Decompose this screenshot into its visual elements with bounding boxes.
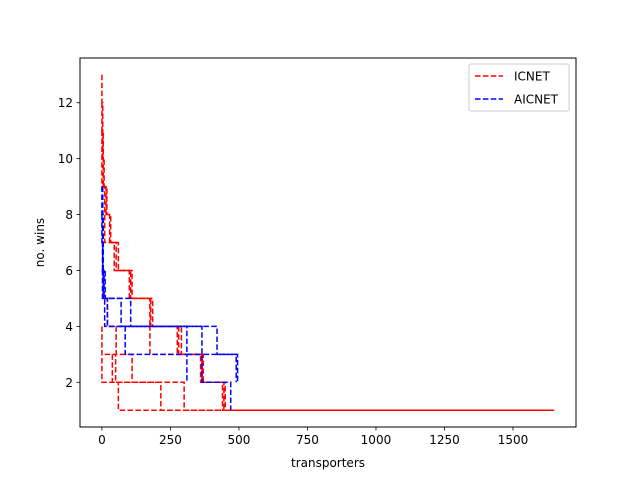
series-icnet-line-3 bbox=[101, 326, 555, 411]
x-axis-ticks: 0 250 500 750 1000 1250 1500 bbox=[98, 427, 528, 447]
series-layer bbox=[101, 74, 555, 411]
y-tick-label: 6 bbox=[65, 264, 73, 278]
series-aicnet-line-2 bbox=[101, 186, 239, 383]
legend-label-icnet: ICNET bbox=[514, 70, 550, 84]
x-tick-label: 250 bbox=[159, 433, 182, 447]
y-axis-ticks: 2 4 6 8 10 12 bbox=[58, 96, 80, 390]
x-tick-label: 750 bbox=[296, 433, 319, 447]
y-tick-label: 2 bbox=[65, 376, 73, 390]
y-tick-label: 10 bbox=[58, 152, 73, 166]
y-tick-label: 12 bbox=[58, 96, 73, 110]
y-axis-label: no. wins bbox=[33, 218, 47, 267]
series-icnet-line-5 bbox=[111, 354, 555, 411]
legend-label-aicnet: AICNET bbox=[514, 93, 559, 107]
x-tick-label: 500 bbox=[227, 433, 250, 447]
series-icnet-line-0 bbox=[101, 74, 555, 411]
x-tick-label: 0 bbox=[98, 433, 106, 447]
y-tick-label: 8 bbox=[65, 208, 73, 222]
x-axis-label: transporters bbox=[291, 456, 365, 470]
series-aicnet-line-3 bbox=[101, 269, 188, 383]
y-tick-label: 4 bbox=[65, 320, 73, 334]
x-tick-label: 1000 bbox=[361, 433, 392, 447]
legend: ICNET AICNET bbox=[468, 63, 570, 112]
series-aicnet-line-0 bbox=[101, 186, 232, 411]
x-tick-label: 1500 bbox=[498, 433, 529, 447]
x-tick-label: 1250 bbox=[429, 433, 460, 447]
axes-frame bbox=[79, 57, 577, 428]
series-aicnet bbox=[101, 186, 239, 411]
